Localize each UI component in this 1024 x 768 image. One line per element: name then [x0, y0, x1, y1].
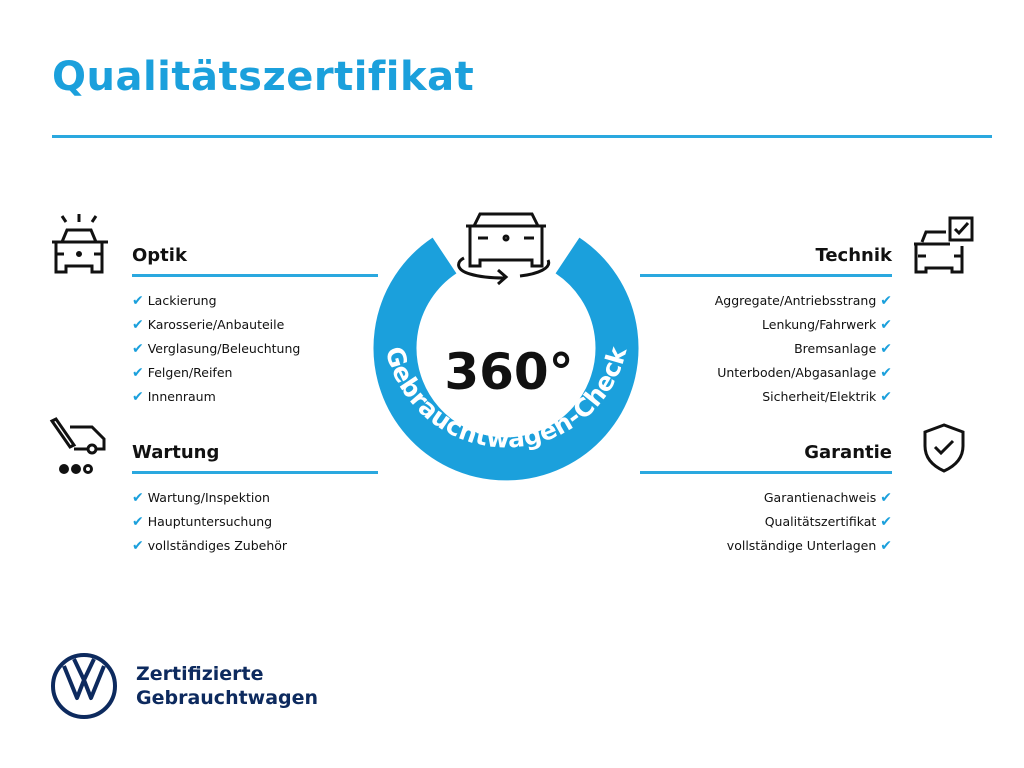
- section-optik: Optik ✔ Lackierung ✔ Karosserie/Anbautei…: [132, 245, 378, 409]
- check-icon: ✔: [880, 514, 892, 530]
- list-item: ✔ Wartung/Inspektion: [132, 490, 270, 506]
- section-title: Optik: [132, 245, 187, 266]
- check-icon: ✔: [132, 293, 144, 309]
- list-item: ✔ Karosserie/Anbauteile: [132, 317, 285, 333]
- check-icon: ✔: [132, 538, 144, 554]
- list-item: Bremsanlage ✔: [794, 341, 892, 357]
- section-technik: Technik Aggregate/Antriebsstrang ✔ Lenku…: [640, 245, 892, 409]
- list-item: Lenkung/Fahrwerk ✔: [762, 317, 892, 333]
- list-item: vollständige Unterlagen ✔: [726, 538, 892, 554]
- car-lights-icon: [52, 214, 108, 274]
- list-item: Garantienachweis ✔: [763, 490, 892, 506]
- section-wartung: Wartung ✔ Wartung/Inspektion ✔ Hauptunte…: [132, 442, 378, 558]
- check-icon: ✔: [132, 365, 144, 381]
- check-icon: ✔: [132, 341, 144, 357]
- check-icon: ✔: [132, 514, 144, 530]
- list-item: ✔ Felgen/Reifen: [132, 365, 233, 381]
- section-title: Technik: [815, 245, 892, 266]
- list-item: ✔ Lackierung: [132, 293, 217, 309]
- check-icon: ✔: [880, 293, 892, 309]
- technik-list: Aggregate/Antriebsstrang ✔ Lenkung/Fahrw…: [640, 289, 892, 409]
- check-icon: ✔: [880, 341, 892, 357]
- list-item: Qualitätszertifikat ✔: [764, 514, 892, 530]
- list-item: ✔ Hauptuntersuchung: [132, 514, 273, 530]
- list-item: ✔ vollständiges Zubehör: [132, 538, 288, 554]
- big-360: 360°: [444, 343, 573, 401]
- check-icon: ✔: [132, 389, 144, 405]
- car-rotate-icon: [457, 212, 551, 286]
- optik-list: ✔ Lackierung ✔ Karosserie/Anbauteile ✔ V…: [132, 289, 378, 409]
- list-item: ✔ Verglasung/Beleuchtung: [132, 341, 301, 357]
- brand-text: Zertifizierte Gebrauchtwagen: [136, 662, 318, 710]
- list-item: Sicherheit/Elektrik ✔: [762, 389, 892, 405]
- car-checkbox-icon: [914, 216, 974, 274]
- list-item: Unterboden/Abgasanlage ✔: [717, 365, 892, 381]
- section-divider: [132, 471, 378, 474]
- ring-arc: [373, 237, 639, 481]
- brand-line-2: Gebrauchtwagen: [136, 687, 319, 709]
- section-title: Wartung: [132, 442, 220, 463]
- title-divider: [52, 135, 992, 138]
- shield-check-icon: [923, 423, 965, 473]
- wartung-list: ✔ Wartung/Inspektion ✔ Hauptuntersuchung…: [132, 486, 378, 558]
- check-icon: ✔: [880, 490, 892, 506]
- check-icon: ✔: [132, 490, 144, 506]
- section-divider: [132, 274, 378, 277]
- check-icon: ✔: [880, 389, 892, 405]
- service-van-icon: [49, 417, 106, 474]
- check-icon: ✔: [880, 365, 892, 381]
- section-divider: [640, 274, 892, 277]
- brand-line-1: Zertifizierte: [136, 663, 264, 685]
- check-icon: ✔: [132, 317, 144, 333]
- check-icon: ✔: [880, 538, 892, 554]
- section-title: Garantie: [804, 442, 892, 463]
- vw-logo: [51, 653, 117, 719]
- section-garantie: Garantie Garantienachweis ✔ Qualitätszer…: [640, 442, 892, 558]
- check-icon: ✔: [880, 317, 892, 333]
- list-item: ✔ Innenraum: [132, 389, 216, 405]
- list-item: Aggregate/Antriebsstrang ✔: [714, 293, 892, 309]
- section-divider: [640, 471, 892, 474]
- page-title: Qualitätszertifikat: [52, 54, 475, 100]
- garantie-list: Garantienachweis ✔ Qualitätszertifikat ✔…: [640, 486, 892, 558]
